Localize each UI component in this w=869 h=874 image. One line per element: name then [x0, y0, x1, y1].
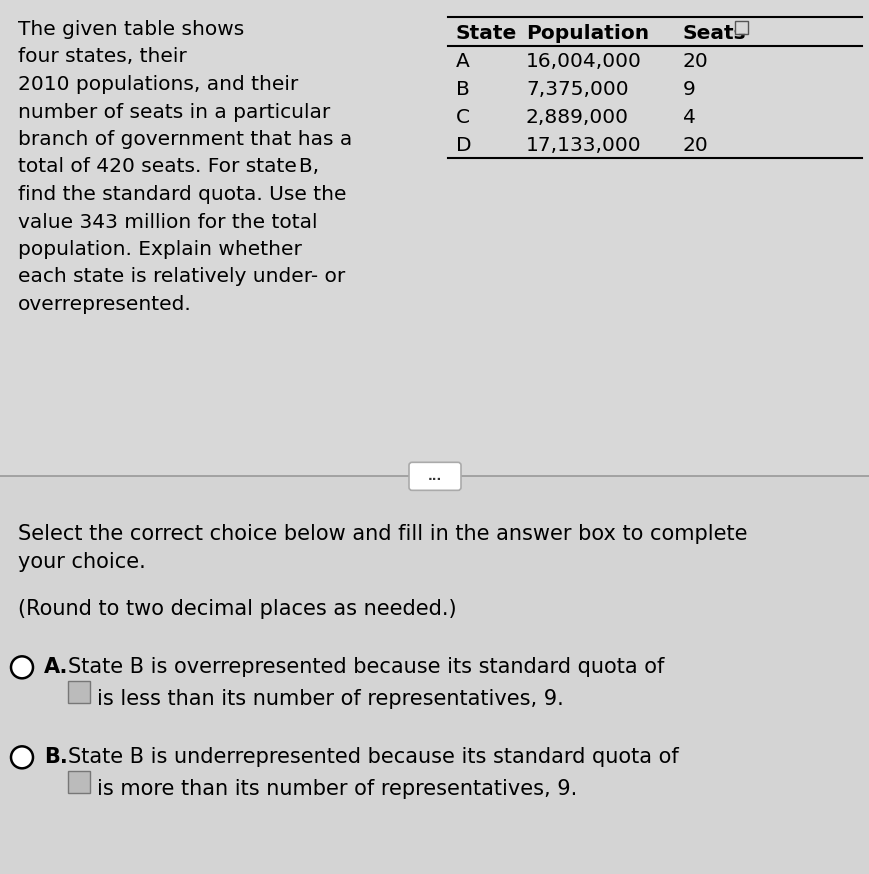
Text: (Round to two decimal places as needed.): (Round to two decimal places as needed.): [18, 600, 456, 620]
Text: Select the correct choice below and fill in the answer box to complete: Select the correct choice below and fill…: [18, 524, 746, 545]
Text: 20: 20: [682, 136, 708, 155]
Text: population. Explain whether: population. Explain whether: [18, 240, 302, 259]
Text: A: A: [455, 52, 469, 71]
Text: branch of government that has a: branch of government that has a: [18, 130, 352, 149]
Text: ...: ...: [428, 470, 441, 482]
Text: The given table shows: The given table shows: [18, 20, 244, 39]
Text: A.: A.: [44, 657, 69, 677]
Text: B: B: [455, 80, 469, 99]
Bar: [734, 21, 747, 34]
FancyBboxPatch shape: [408, 462, 461, 490]
Text: is less than its number of representatives, 9.: is less than its number of representativ…: [96, 690, 563, 710]
Text: D: D: [455, 136, 471, 155]
Text: each state is relatively under- or: each state is relatively under- or: [18, 267, 345, 287]
Text: 2010 populations, and their: 2010 populations, and their: [18, 75, 298, 94]
Text: 7,375,000: 7,375,000: [526, 80, 628, 99]
Text: number of seats in a particular: number of seats in a particular: [18, 102, 330, 121]
Text: overrepresented.: overrepresented.: [18, 295, 191, 314]
Circle shape: [11, 656, 33, 678]
Text: 4: 4: [682, 108, 695, 127]
Text: State: State: [455, 24, 517, 43]
Text: C: C: [455, 108, 469, 127]
Text: Seats: Seats: [682, 24, 746, 43]
Text: total of 420 seats. For state B,: total of 420 seats. For state B,: [18, 157, 319, 177]
Text: Population: Population: [526, 24, 648, 43]
Bar: [68, 772, 90, 794]
Text: 16,004,000: 16,004,000: [526, 52, 641, 71]
Text: 2,889,000: 2,889,000: [526, 108, 628, 127]
Circle shape: [11, 746, 33, 768]
Text: State B is overrepresented because its standard quota of: State B is overrepresented because its s…: [68, 657, 664, 677]
Text: 9: 9: [682, 80, 695, 99]
Text: your choice.: your choice.: [18, 552, 146, 572]
Text: B.: B.: [44, 747, 68, 767]
Bar: [0, 476, 869, 874]
Text: 20: 20: [682, 52, 708, 71]
Text: is more than its number of representatives, 9.: is more than its number of representativ…: [96, 780, 577, 800]
Bar: [68, 682, 90, 704]
Text: 17,133,000: 17,133,000: [526, 136, 641, 155]
Text: four states, their: four states, their: [18, 47, 187, 66]
Text: State B is underrepresented because its standard quota of: State B is underrepresented because its …: [68, 747, 678, 767]
Text: value 343 million for the total: value 343 million for the total: [18, 212, 317, 232]
Text: find the standard quota. Use the: find the standard quota. Use the: [18, 185, 346, 204]
